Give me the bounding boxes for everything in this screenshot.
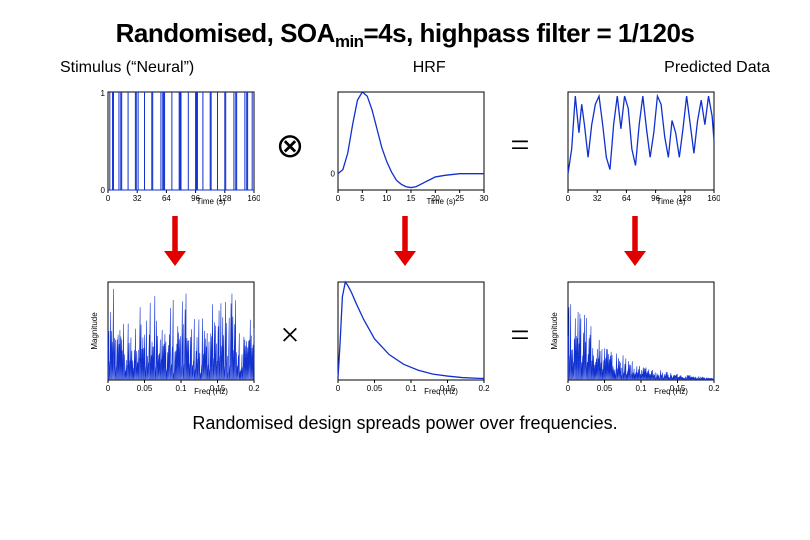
svg-text:Freq (Hz): Freq (Hz) bbox=[424, 387, 458, 396]
svg-text:15: 15 bbox=[407, 194, 416, 203]
svg-text:0: 0 bbox=[331, 170, 336, 179]
svg-text:0.2: 0.2 bbox=[708, 384, 720, 393]
footer-text: Randomised design spreads power over fre… bbox=[0, 413, 810, 434]
label-predicted: Predicted Data bbox=[664, 59, 770, 77]
svg-text:0: 0 bbox=[336, 384, 341, 393]
svg-text:Freq (Hz): Freq (Hz) bbox=[194, 387, 228, 396]
svg-text:25: 25 bbox=[455, 194, 464, 203]
svg-text:10: 10 bbox=[382, 194, 391, 203]
svg-text:0.1: 0.1 bbox=[405, 384, 417, 393]
svg-text:0.1: 0.1 bbox=[635, 384, 647, 393]
panel-hrf-freq: 00.050.10.150.2Freq (Hz) bbox=[320, 271, 490, 401]
svg-text:Magnitude: Magnitude bbox=[550, 312, 559, 350]
panel-stimulus-freq: 00.050.10.150.2Freq (Hz)Magnitude bbox=[90, 271, 260, 401]
arrow-right bbox=[550, 211, 720, 271]
svg-text:0.05: 0.05 bbox=[597, 384, 613, 393]
svg-text:Time (s): Time (s) bbox=[426, 197, 455, 206]
svg-text:160: 160 bbox=[707, 194, 720, 203]
svg-text:0.05: 0.05 bbox=[367, 384, 383, 393]
convolve-operator: ⊗ bbox=[260, 81, 320, 211]
arrow-left bbox=[90, 211, 260, 271]
chart-grid: 0326496128160Time (s)01 ⊗ 051015202530Ti… bbox=[0, 81, 810, 401]
svg-text:0.1: 0.1 bbox=[175, 384, 187, 393]
equals-operator-1: = bbox=[490, 81, 550, 211]
svg-text:32: 32 bbox=[133, 194, 142, 203]
svg-text:64: 64 bbox=[622, 194, 631, 203]
equals-operator-2: = bbox=[490, 271, 550, 401]
svg-text:0.05: 0.05 bbox=[137, 384, 153, 393]
svg-text:Time (s): Time (s) bbox=[196, 197, 225, 206]
panel-hrf-time: 051015202530Time (s)0 bbox=[320, 81, 490, 211]
svg-text:0: 0 bbox=[106, 384, 111, 393]
title-suffix: =4s, highpass filter = 1/120s bbox=[363, 18, 694, 48]
label-hrf: HRF bbox=[413, 59, 446, 77]
svg-text:0.2: 0.2 bbox=[248, 384, 260, 393]
panel-predicted-freq: 00.050.10.150.2Freq (Hz)Magnitude bbox=[550, 271, 720, 401]
title-sub: min bbox=[335, 32, 364, 51]
svg-text:160: 160 bbox=[247, 194, 260, 203]
svg-text:5: 5 bbox=[360, 194, 365, 203]
svg-text:0.2: 0.2 bbox=[478, 384, 490, 393]
title-prefix: Randomised, SOA bbox=[116, 18, 335, 48]
multiply-operator: × bbox=[260, 271, 320, 401]
svg-text:0: 0 bbox=[336, 194, 341, 203]
svg-text:30: 30 bbox=[480, 194, 489, 203]
svg-text:32: 32 bbox=[593, 194, 602, 203]
svg-text:Magnitude: Magnitude bbox=[90, 312, 99, 350]
svg-text:Freq (Hz): Freq (Hz) bbox=[654, 387, 688, 396]
column-labels: Stimulus (“Neural”) HRF Predicted Data bbox=[0, 59, 810, 77]
svg-text:0: 0 bbox=[106, 194, 111, 203]
arrow-mid bbox=[320, 211, 490, 271]
svg-text:1: 1 bbox=[101, 89, 106, 98]
svg-text:0: 0 bbox=[566, 384, 571, 393]
panel-predicted-time: 0326496128160Time (s) bbox=[550, 81, 720, 211]
label-stimulus: Stimulus (“Neural”) bbox=[60, 59, 194, 77]
svg-text:0: 0 bbox=[101, 186, 106, 195]
page-title: Randomised, SOAmin=4s, highpass filter =… bbox=[0, 0, 810, 55]
svg-text:Time (s): Time (s) bbox=[656, 197, 685, 206]
svg-text:64: 64 bbox=[162, 194, 171, 203]
panel-stimulus-time: 0326496128160Time (s)01 bbox=[90, 81, 260, 211]
svg-text:0: 0 bbox=[566, 194, 571, 203]
